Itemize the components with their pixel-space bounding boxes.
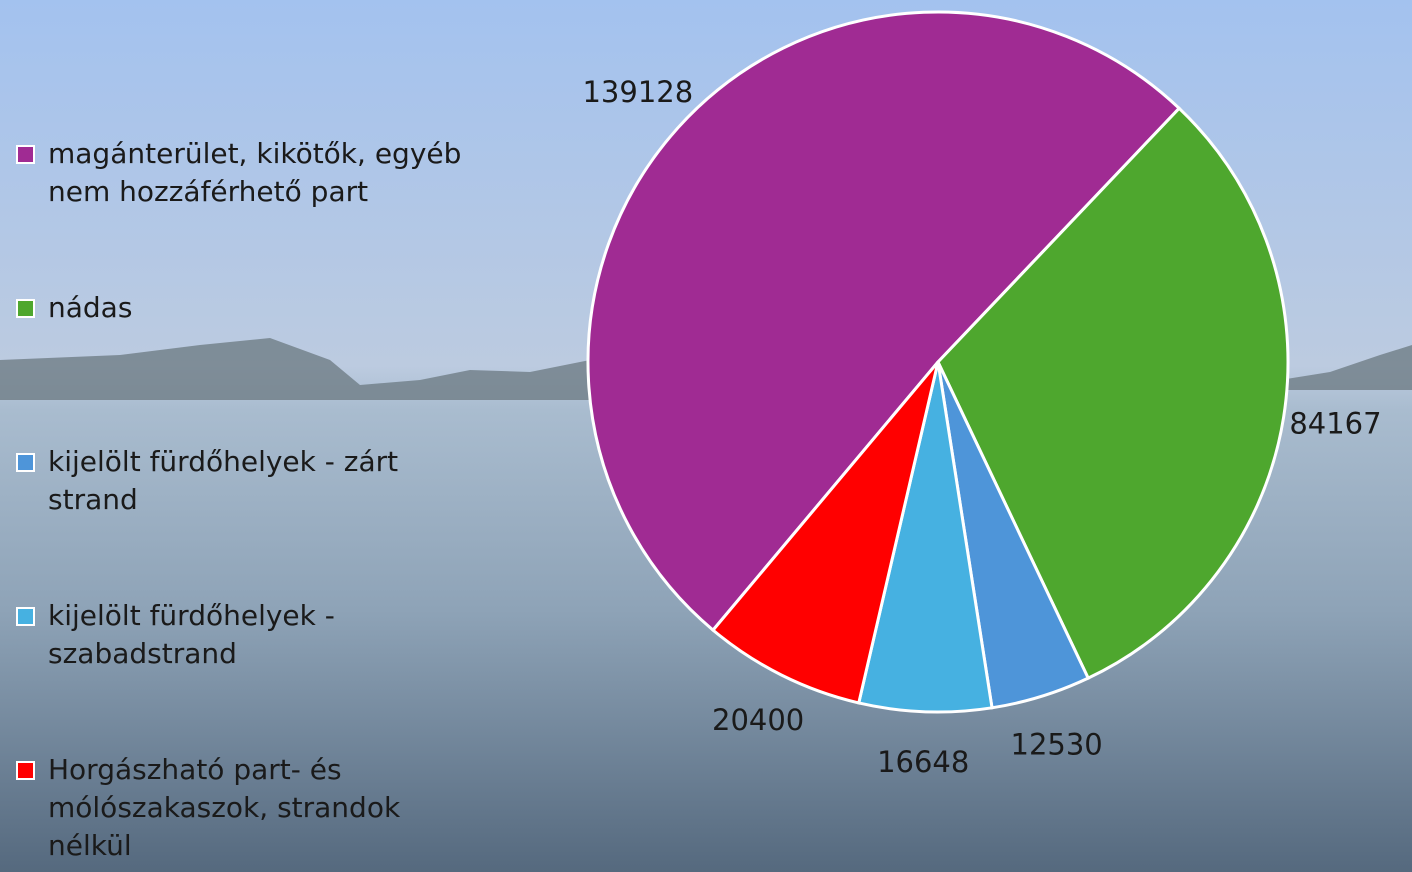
data-label: 16648 — [877, 745, 969, 779]
data-label: 84167 — [1289, 406, 1381, 440]
data-label: 20400 — [712, 703, 804, 737]
data-label: 12530 — [1011, 728, 1103, 762]
page: magánterület, kikötők, egyéb nem hozzáfé… — [0, 0, 1412, 872]
data-label: 139128 — [582, 75, 693, 109]
chart: 139128 84167 12530 16648 20400 — [0, 0, 1412, 872]
